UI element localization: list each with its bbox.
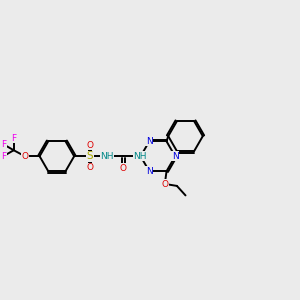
Text: O: O xyxy=(21,152,28,161)
Text: O: O xyxy=(120,164,127,173)
Text: O: O xyxy=(86,141,93,150)
Text: O: O xyxy=(161,180,168,189)
Text: N: N xyxy=(146,137,153,146)
Text: NH: NH xyxy=(100,152,114,161)
Text: F: F xyxy=(1,152,6,161)
Text: F: F xyxy=(1,140,6,149)
Text: NH: NH xyxy=(133,152,146,161)
Text: O: O xyxy=(86,163,93,172)
Text: S: S xyxy=(86,151,93,161)
Text: N: N xyxy=(146,167,153,176)
Text: F: F xyxy=(11,134,16,142)
Text: N: N xyxy=(172,152,178,161)
